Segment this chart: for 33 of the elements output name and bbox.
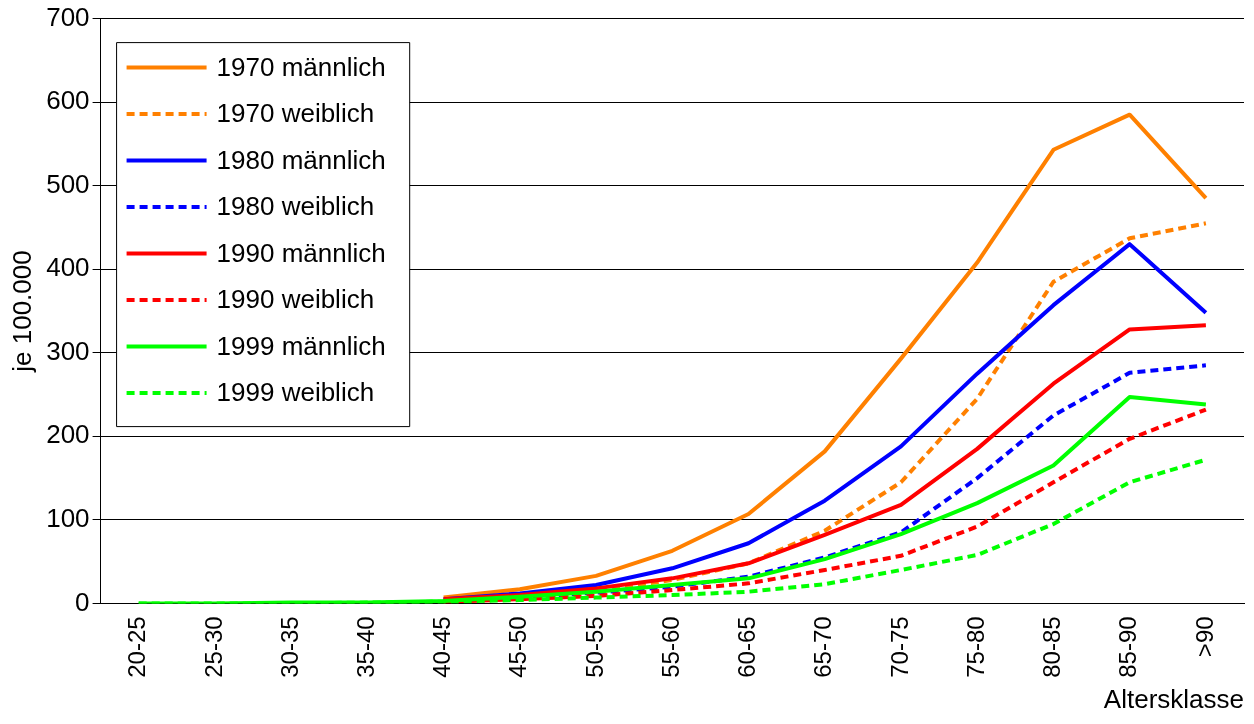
x-tick-label: 85-90: [1114, 616, 1142, 678]
legend-label: 1999 weiblich: [216, 377, 375, 408]
x-tick-label: 30-35: [275, 616, 303, 678]
x-tick-label: 80-85: [1038, 616, 1066, 678]
y-tick-label: 400: [46, 252, 90, 283]
y-tick-label: 0: [75, 586, 90, 617]
y-tick-label: 300: [46, 335, 90, 366]
legend-label: 1999 männlich: [216, 330, 386, 361]
y-axis-title: je 100.000: [6, 250, 37, 373]
x-tick-label: 75-80: [961, 616, 989, 678]
x-tick-label: 60-65: [733, 616, 761, 678]
y-tick-label: 500: [46, 168, 90, 199]
y-tick-label: 200: [46, 419, 90, 450]
y-tick-label: 600: [46, 85, 90, 116]
x-tick-label: 25-30: [199, 616, 227, 678]
y-tick-label: 100: [46, 503, 90, 534]
legend-label: 1970 weiblich: [216, 98, 375, 129]
legend-label: 1990 weiblich: [216, 284, 375, 315]
x-tick-label: 55-60: [656, 616, 684, 678]
legend-label: 1970 männlich: [216, 51, 386, 82]
x-tick-label: >90: [1190, 616, 1218, 658]
x-axis-title: Altersklasse: [1103, 683, 1244, 714]
x-tick-label: 35-40: [352, 616, 379, 678]
y-tick-label: 700: [46, 1, 90, 32]
x-tick-label: 40-45: [428, 616, 456, 678]
legend-label: 1980 weiblich: [216, 191, 375, 222]
x-tick-label: 50-55: [580, 616, 608, 678]
x-tick-label: 65-70: [809, 616, 837, 678]
legend-label: 1990 männlich: [216, 237, 386, 268]
x-tick-label: 45-50: [504, 616, 532, 678]
legend-label: 1980 männlich: [216, 144, 386, 175]
x-tick-label: 70-75: [885, 616, 913, 678]
x-tick-label: 20-25: [123, 616, 151, 678]
